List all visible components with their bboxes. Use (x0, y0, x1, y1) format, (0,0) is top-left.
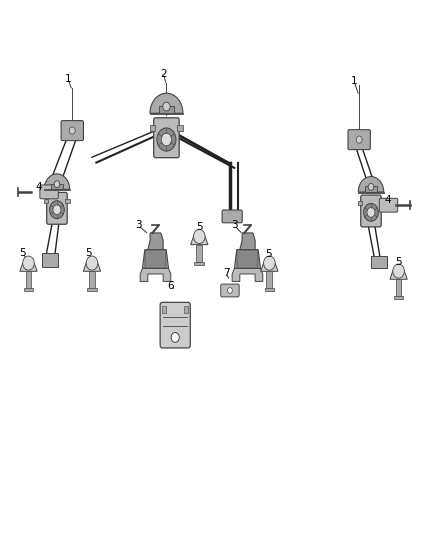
Circle shape (157, 128, 176, 151)
Circle shape (364, 204, 378, 221)
Text: 3: 3 (134, 221, 141, 230)
Polygon shape (148, 233, 163, 249)
Polygon shape (83, 263, 101, 271)
Bar (150, 125, 155, 131)
FancyBboxPatch shape (361, 195, 381, 227)
FancyBboxPatch shape (154, 118, 179, 158)
Text: 1: 1 (350, 76, 357, 86)
Bar (265, 288, 274, 291)
Circle shape (194, 229, 205, 244)
Bar (150, 112, 183, 115)
Bar (196, 245, 202, 262)
FancyBboxPatch shape (348, 130, 370, 150)
Text: 5: 5 (265, 249, 272, 259)
Text: 5: 5 (395, 257, 402, 267)
Bar (394, 296, 403, 299)
Polygon shape (390, 271, 407, 279)
FancyBboxPatch shape (379, 198, 398, 212)
Circle shape (264, 256, 275, 270)
Bar (194, 262, 204, 264)
Polygon shape (20, 263, 37, 271)
Text: 1: 1 (64, 74, 71, 84)
Text: 4: 4 (35, 182, 42, 191)
FancyBboxPatch shape (40, 185, 58, 199)
Circle shape (86, 256, 98, 270)
Circle shape (228, 288, 232, 293)
Text: 3: 3 (231, 221, 238, 230)
Circle shape (356, 136, 362, 143)
Polygon shape (232, 269, 263, 281)
Bar (358, 191, 384, 193)
Text: 6: 6 (167, 281, 174, 290)
Polygon shape (261, 263, 278, 271)
FancyBboxPatch shape (61, 120, 83, 141)
Bar (25, 271, 32, 289)
Bar (65, 198, 70, 203)
Bar (89, 271, 95, 289)
Circle shape (367, 207, 375, 217)
Polygon shape (234, 249, 261, 269)
Bar (44, 198, 49, 203)
Wedge shape (44, 174, 70, 189)
Bar (24, 288, 33, 291)
Bar (159, 106, 174, 112)
Bar (371, 256, 387, 268)
Text: 7: 7 (223, 268, 230, 278)
Bar (177, 125, 183, 131)
Circle shape (54, 181, 60, 188)
Polygon shape (191, 237, 208, 245)
FancyBboxPatch shape (222, 210, 242, 223)
Polygon shape (140, 269, 171, 281)
Circle shape (23, 256, 34, 270)
Wedge shape (150, 93, 183, 113)
Circle shape (171, 333, 179, 342)
FancyBboxPatch shape (47, 192, 67, 224)
Bar (44, 189, 70, 190)
Text: 5: 5 (19, 248, 26, 258)
Circle shape (161, 133, 172, 146)
Circle shape (393, 264, 404, 278)
Polygon shape (142, 249, 169, 269)
Circle shape (53, 205, 61, 214)
Wedge shape (358, 176, 384, 192)
Circle shape (163, 102, 170, 111)
Circle shape (49, 201, 64, 219)
Bar (162, 306, 166, 313)
Bar (184, 306, 188, 313)
Text: 5: 5 (85, 248, 92, 258)
Polygon shape (240, 233, 255, 249)
FancyBboxPatch shape (145, 250, 166, 268)
FancyBboxPatch shape (160, 302, 190, 348)
Bar (87, 288, 97, 291)
FancyBboxPatch shape (237, 250, 258, 268)
Text: 5: 5 (196, 222, 203, 231)
Bar (358, 201, 363, 206)
Bar (51, 184, 63, 189)
Bar (42, 253, 58, 266)
Circle shape (69, 127, 75, 134)
Bar (266, 271, 272, 289)
Circle shape (368, 183, 374, 190)
Text: 4: 4 (384, 195, 391, 205)
Text: 2: 2 (160, 69, 167, 78)
Bar (396, 279, 402, 297)
FancyBboxPatch shape (221, 284, 239, 297)
Bar (365, 187, 377, 191)
Bar (379, 201, 384, 206)
